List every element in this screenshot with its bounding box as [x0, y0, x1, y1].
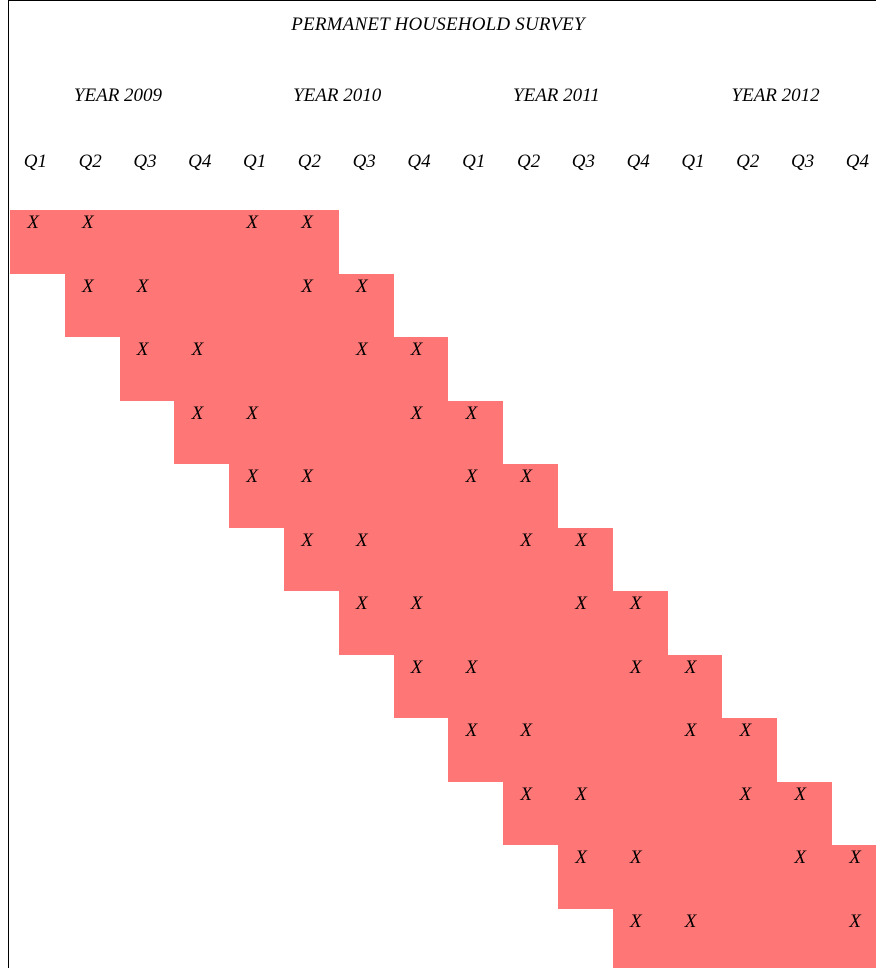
survey-mark: X [465, 402, 478, 424]
survey-round-band [64, 273, 394, 337]
survey-mark: X [629, 656, 642, 678]
survey-mark: X [465, 656, 478, 678]
quarter-header: Q2 [78, 151, 102, 172]
year-header: YEAR 2012 [731, 85, 820, 106]
quarter-header: Q1 [242, 151, 267, 172]
survey-mark: X [739, 720, 752, 741]
survey-round-band [284, 527, 613, 591]
survey-mark: X [465, 720, 478, 741]
survey-mark: X [684, 910, 697, 932]
quarter-header: Q3 [790, 151, 815, 172]
quarter-header: Q3 [352, 151, 376, 172]
survey-round-band [229, 464, 558, 528]
survey-mark: X [684, 720, 697, 741]
survey-mark: X [629, 593, 642, 614]
survey-mark: X [136, 339, 149, 360]
survey-round-band [612, 908, 876, 968]
survey-mark: X [355, 275, 368, 297]
survey-mark: X [629, 847, 642, 868]
survey-mark: X [246, 402, 258, 424]
survey-mark: X [301, 466, 313, 487]
quarter-header: Q3 [133, 151, 157, 172]
survey-mark: X [410, 593, 423, 614]
quarter-header: Q3 [571, 151, 595, 172]
survey-mark: X [849, 910, 861, 932]
survey-mark: X [794, 847, 806, 868]
survey-round-band [338, 591, 668, 655]
quarter-header: Q2 [297, 151, 321, 172]
survey-mark: X [301, 212, 313, 233]
quarter-header: Q2 [516, 151, 541, 172]
survey-mark: X [355, 339, 368, 360]
year-header: YEAR 2009 [73, 85, 163, 106]
survey-round-band [503, 781, 832, 845]
survey-mark: X [520, 529, 532, 551]
survey-mark: X [246, 466, 258, 487]
survey-mark: X [27, 212, 39, 233]
quarter-header: Q1 [23, 151, 47, 172]
survey-mark: X [355, 593, 368, 614]
quarter-header: Q4 [407, 151, 431, 172]
year-header: YEAR 2010 [293, 85, 382, 106]
survey-mark: X [575, 593, 587, 614]
survey-mark: X [520, 720, 532, 741]
survey-mark: X [739, 783, 752, 805]
survey-mark: X [575, 847, 587, 868]
survey-round-band [448, 718, 778, 782]
quarter-header: Q4 [845, 151, 869, 172]
survey-mark: X [849, 847, 861, 868]
table-frame [8, 0, 876, 968]
survey-mark: X [191, 402, 204, 424]
survey-mark: X [246, 212, 258, 233]
survey-mark: X [301, 529, 313, 551]
quarter-header: Q4 [626, 151, 650, 172]
survey-mark: X [136, 275, 149, 297]
survey-mark: X [355, 529, 368, 551]
page-title: PERMANET HOUSEHOLD SURVEY [291, 14, 585, 35]
survey-mark: X [575, 783, 587, 805]
survey-mark: X [794, 783, 806, 805]
survey-round-band [119, 337, 449, 401]
survey-mark: X [629, 910, 642, 932]
survey-round-band [558, 845, 876, 909]
survey-mark: X [191, 339, 204, 360]
quarter-header: Q1 [462, 151, 486, 172]
survey-mark: X [520, 783, 532, 805]
quarter-header: Q4 [188, 151, 212, 172]
survey-mark: X [410, 339, 423, 360]
survey-mark: X [684, 656, 697, 678]
quarter-header: Q2 [736, 151, 760, 172]
survey-mark: X [410, 656, 423, 678]
survey-mark: X [520, 466, 532, 487]
survey-round-band [10, 210, 339, 274]
survey-mark: X [410, 402, 423, 424]
survey-mark: X [301, 275, 313, 297]
year-header: YEAR 2011 [513, 85, 600, 106]
survey-mark: X [81, 275, 94, 297]
quarter-header: Q1 [681, 151, 705, 172]
survey-mark: X [81, 212, 94, 233]
survey-mark: X [465, 466, 478, 487]
survey-round-band [393, 654, 723, 718]
survey-round-band [174, 400, 504, 464]
survey-mark: X [575, 529, 587, 551]
